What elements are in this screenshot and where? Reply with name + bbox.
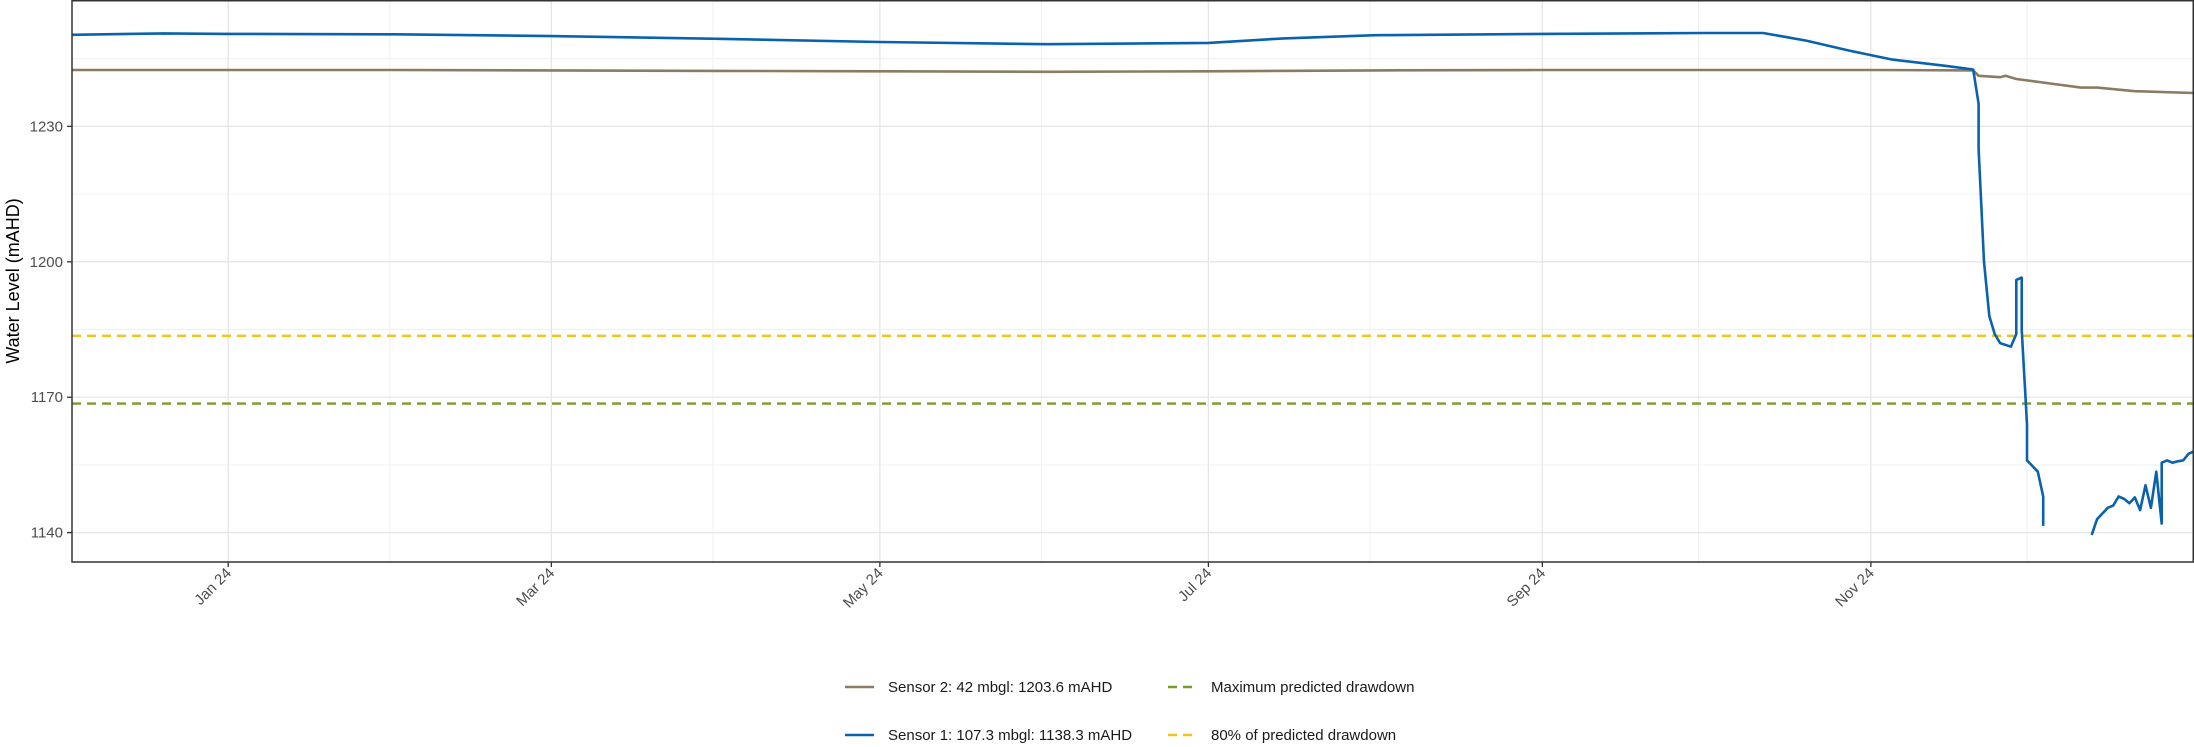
x-tick-label: Mar 24 <box>513 565 558 610</box>
grid-minor <box>72 0 2194 562</box>
legend: Sensor 2: 42 mbgl: 1203.6 mAHD Maximum pr… <box>845 679 1414 744</box>
x-tick-label: Nov 24 <box>1832 565 1878 611</box>
x-tick-label: May 24 <box>840 565 887 612</box>
legend-label-2: Maximum predicted drawdown <box>1211 679 1414 696</box>
legend-label-1: Sensor 1: 107.3 mbgl: 1138.3 mAHD <box>888 727 1132 744</box>
legend-label-0: Sensor 2: 42 mbgl: 1203.6 mAHD <box>888 679 1112 696</box>
y-axis-title: Water Level (mAHD) <box>3 198 23 363</box>
y-tick-label: 1140 <box>31 525 63 542</box>
legend-label-3: 80% of predicted drawdown <box>1211 727 1396 744</box>
series-line-0 <box>72 68 2194 95</box>
series-line-1-segment-0 <box>71 31 2045 526</box>
x-tick-label: Jan 24 <box>191 565 235 609</box>
reference-lines <box>72 334 2194 405</box>
grid-major <box>72 0 2194 562</box>
series-line-1-segment-1 <box>2090 450 2194 536</box>
x-tick-label: Sep 24 <box>1504 565 1550 611</box>
y-axis: 1140 1170 1200 1230 <box>30 118 72 542</box>
plot-panel <box>72 0 2194 562</box>
x-axis: Jan 24 Mar 24 May 24 Jul 24 Sep 24 Nov 24 <box>191 562 1878 612</box>
series-lines <box>71 31 2194 536</box>
x-tick-label: Jul 24 <box>1175 565 1215 605</box>
y-tick-label: 1200 <box>30 254 63 271</box>
y-tick-label: 1230 <box>30 118 63 135</box>
y-tick-label: 1170 <box>31 389 63 406</box>
plot-border <box>71 0 2194 563</box>
